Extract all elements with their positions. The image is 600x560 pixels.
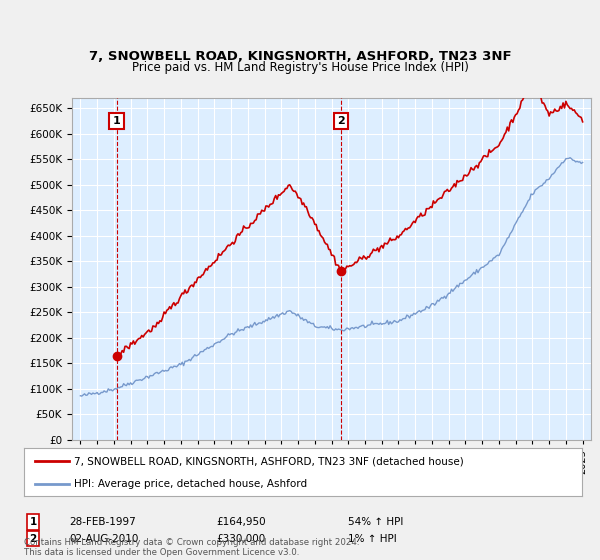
- Text: 28-FEB-1997: 28-FEB-1997: [69, 517, 136, 527]
- Text: Price paid vs. HM Land Registry's House Price Index (HPI): Price paid vs. HM Land Registry's House …: [131, 60, 469, 74]
- Text: 1: 1: [113, 116, 121, 126]
- Text: HPI: Average price, detached house, Ashford: HPI: Average price, detached house, Ashf…: [74, 479, 307, 489]
- Text: 1% ↑ HPI: 1% ↑ HPI: [348, 534, 397, 544]
- Text: Contains HM Land Registry data © Crown copyright and database right 2024.
This d: Contains HM Land Registry data © Crown c…: [24, 538, 359, 557]
- Text: 02-AUG-2010: 02-AUG-2010: [69, 534, 139, 544]
- Text: £164,950: £164,950: [216, 517, 266, 527]
- Text: 2: 2: [337, 116, 345, 126]
- Text: 7, SNOWBELL ROAD, KINGSNORTH, ASHFORD, TN23 3NF (detached house): 7, SNOWBELL ROAD, KINGSNORTH, ASHFORD, T…: [74, 456, 464, 466]
- Text: 54% ↑ HPI: 54% ↑ HPI: [348, 517, 403, 527]
- Text: 1: 1: [29, 517, 37, 527]
- Text: 2: 2: [29, 534, 37, 544]
- Text: £330,000: £330,000: [216, 534, 265, 544]
- Text: 7, SNOWBELL ROAD, KINGSNORTH, ASHFORD, TN23 3NF: 7, SNOWBELL ROAD, KINGSNORTH, ASHFORD, T…: [89, 49, 511, 63]
